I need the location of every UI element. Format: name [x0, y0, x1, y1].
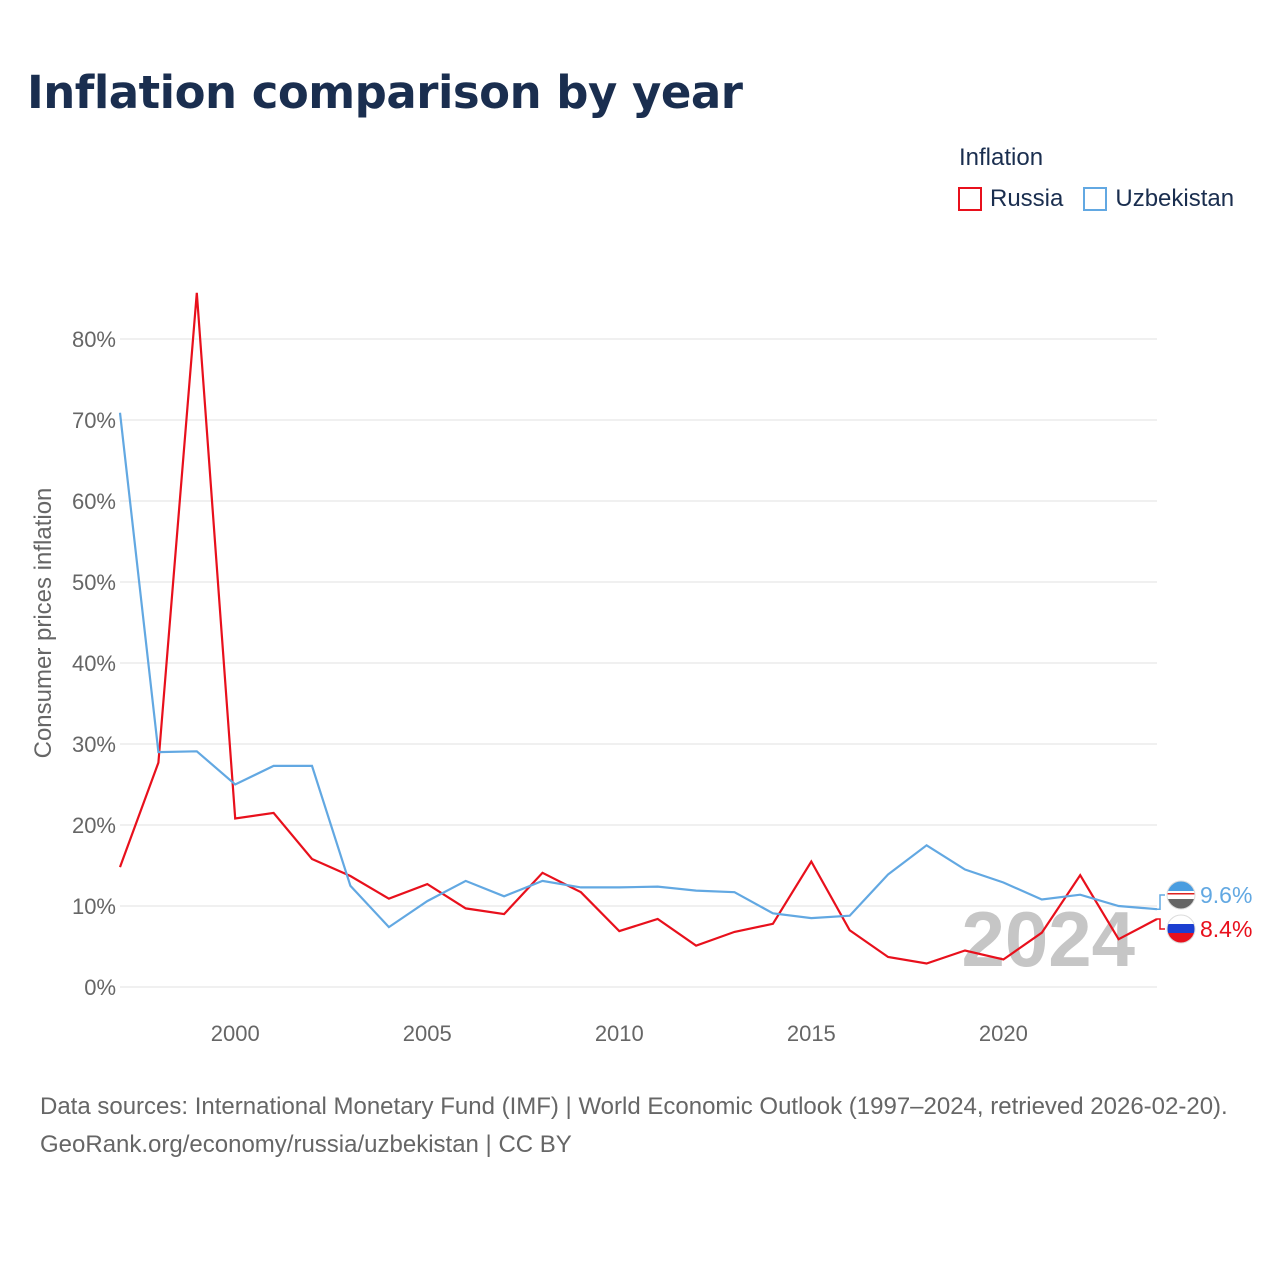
series-line-uzbekistan[interactable] — [118, 412, 1158, 929]
y-tick-label: 0% — [84, 975, 116, 1000]
legend-swatch-russia — [958, 187, 982, 211]
x-tick-label: 2010 — [595, 1021, 644, 1046]
end-label-uzbekistan: 9.6% — [1200, 882, 1252, 908]
y-tick-label: 30% — [72, 732, 116, 757]
series-line-russia[interactable] — [118, 292, 1158, 965]
flag-russia-icon — [1166, 914, 1196, 944]
end-connector-uzbekistan — [1157, 894, 1165, 910]
legend-title: Inflation — [959, 144, 1044, 171]
x-tick-label: 2020 — [979, 1021, 1028, 1046]
source-note: Data sources: International Monetary Fun… — [40, 1088, 1250, 1164]
end-connector-russia — [1157, 918, 1165, 930]
flag-uzbekistan-icon — [1166, 880, 1196, 910]
legend-item-uzbekistan[interactable]: Uzbekistan — [1083, 185, 1234, 213]
y-tick-label: 40% — [72, 651, 116, 676]
y-tick-label: 60% — [72, 489, 116, 514]
y-tick-label: 70% — [72, 408, 116, 433]
y-axis-label: Consumer prices inflation — [30, 488, 57, 759]
legend-item-russia[interactable]: Russia — [958, 185, 1063, 213]
legend: Russia Uzbekistan — [958, 185, 1254, 213]
line-chart: 0% 10% 20% 30% 40% 50% 60% 70% 80% 2000 2005 2010 2… — [30, 292, 1252, 1046]
source-link[interactable]: GeoRank.org/economy/russia/uzbekistan | … — [40, 1131, 572, 1158]
end-label-russia: 8.4% — [1200, 916, 1252, 942]
source-text: Data sources: International Monetary Fun… — [40, 1093, 1228, 1120]
legend-label-russia: Russia — [990, 185, 1064, 212]
year-annotation: 2024 — [961, 895, 1135, 983]
y-tick-label: 20% — [72, 813, 116, 838]
y-tick-label: 50% — [72, 570, 116, 595]
x-tick-label: 2000 — [211, 1021, 260, 1046]
chart-title: Inflation comparison by year — [27, 66, 743, 119]
y-tick-label: 10% — [72, 894, 116, 919]
y-tick-label: 80% — [72, 327, 116, 352]
x-tick-label: 2015 — [787, 1021, 836, 1046]
legend-swatch-uzbekistan — [1083, 187, 1108, 211]
x-tick-label: 2005 — [403, 1021, 452, 1046]
legend-label-uzbekistan: Uzbekistan — [1115, 185, 1235, 212]
